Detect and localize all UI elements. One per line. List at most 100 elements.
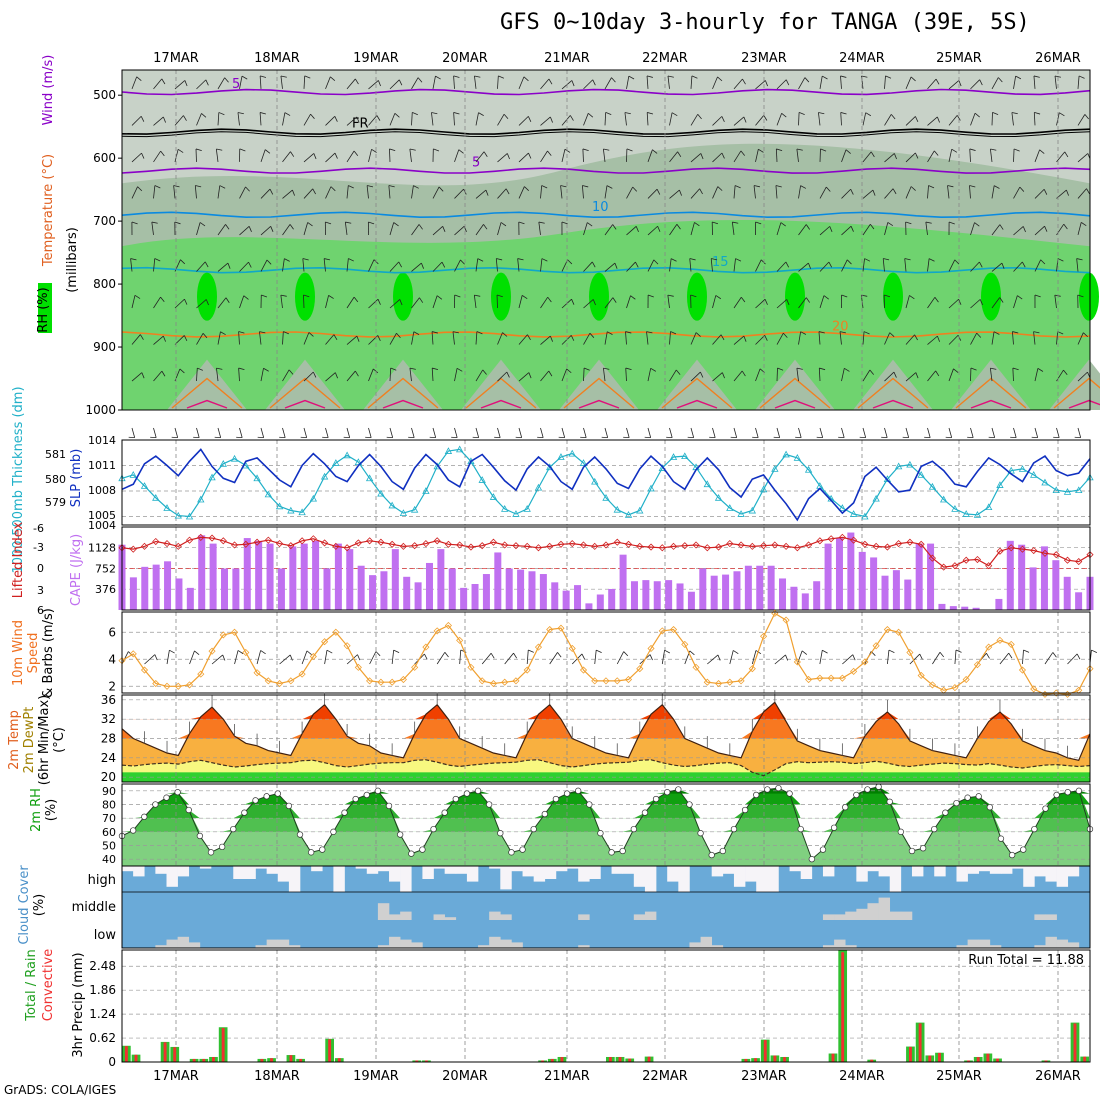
thickness-marker <box>332 459 340 466</box>
wind-barb <box>237 112 244 115</box>
cape-bar <box>1029 567 1037 610</box>
wind-barb <box>518 295 523 309</box>
wind-barb <box>201 113 207 118</box>
wind-barb <box>435 75 441 80</box>
wind-barb <box>174 149 179 163</box>
lifted-index-marker <box>1052 551 1060 559</box>
wind-barb <box>635 261 639 268</box>
wind-barb <box>970 79 980 90</box>
precip-tick-label: 1.24 <box>89 1007 116 1021</box>
wind-barb <box>840 75 847 78</box>
thickness-tick-label: 581 <box>45 448 66 461</box>
lifted-index-marker <box>377 538 385 546</box>
lifted-index-marker <box>973 555 982 564</box>
panel-label: 3hr Precip (mm) <box>71 952 86 1057</box>
wind-barb <box>475 224 484 236</box>
wind-barb <box>173 185 180 188</box>
lifted-index-marker <box>230 541 239 549</box>
wind-barb <box>735 258 742 262</box>
precip-bar-convective <box>541 1060 545 1062</box>
wind-barb <box>935 78 940 85</box>
precip-tick-label: 1.86 <box>89 983 116 997</box>
wind-barb <box>527 116 532 122</box>
rh-marker <box>141 813 148 820</box>
precip-bar-convective <box>763 1040 767 1062</box>
rh-moist-blob <box>393 272 413 321</box>
x-tick-label-bottom: 17MAR <box>153 1069 199 1084</box>
lifted-index-marker <box>985 562 993 570</box>
wind-barb <box>398 261 403 268</box>
wind-speed-marker <box>737 677 745 685</box>
cloud-bar-high <box>155 866 167 874</box>
precip-bar-convective <box>783 1057 787 1062</box>
precip-bar-convective <box>618 1057 622 1062</box>
rh-moist-blob <box>295 272 315 321</box>
wind-barb <box>777 367 784 371</box>
wind-barb <box>442 226 446 232</box>
isotherm-label: 20 <box>832 319 849 334</box>
wind-barb <box>1091 649 1098 653</box>
wind-barb <box>389 148 391 162</box>
cape-bar <box>380 571 388 610</box>
cloud-bar-low <box>1045 936 1057 948</box>
wind-barb <box>460 259 465 265</box>
wind-barb <box>411 77 419 90</box>
precip-bar-convective <box>928 1055 932 1062</box>
wind-barb <box>927 258 930 272</box>
warm-contour <box>563 377 635 409</box>
wind-speed-marker <box>309 652 317 661</box>
wind-barb <box>346 185 349 199</box>
wind-barb <box>822 649 828 654</box>
wind-speed-marker <box>883 625 891 634</box>
precip-bar-convective <box>260 1058 264 1062</box>
warm-contour <box>857 377 929 409</box>
wind-barb <box>670 331 677 335</box>
wind-barb <box>368 80 379 90</box>
cape-bar <box>630 581 638 610</box>
wind-barb <box>676 224 681 230</box>
slp-line <box>121 448 1091 522</box>
wind-barb <box>785 261 790 268</box>
wind-speed-marker <box>1018 666 1027 674</box>
cloud-bar-middle <box>400 911 412 920</box>
wind-barb <box>354 370 359 377</box>
x-tick-label-top: 24MAR <box>839 51 885 66</box>
wind-barb <box>131 295 136 309</box>
x-tick-label-top: 20MAR <box>442 51 488 66</box>
wind-barb <box>1017 295 1023 300</box>
wind-barb <box>905 116 916 126</box>
wind-barb <box>282 258 285 272</box>
lifted-index-marker <box>681 542 689 550</box>
wind-barb <box>475 427 480 438</box>
wind-barb <box>591 261 596 268</box>
wind-barb <box>841 149 847 163</box>
wind-barb <box>712 427 716 438</box>
wind-barb <box>140 334 144 340</box>
wind-barb <box>550 116 553 123</box>
wind-barb <box>153 185 156 199</box>
wind-barb <box>602 148 606 162</box>
wind-barb <box>325 372 336 382</box>
rh-marker <box>241 809 248 816</box>
wind-barb <box>346 370 356 382</box>
wind-speed-marker <box>264 677 272 685</box>
wind-barb <box>541 258 548 262</box>
rh-marker <box>586 801 593 808</box>
wind-barb <box>657 226 661 232</box>
wind-barb <box>560 185 563 199</box>
wind-barb <box>870 223 875 230</box>
wind-barb <box>864 258 871 262</box>
thickness-marker <box>444 447 453 454</box>
wind-barb <box>225 297 230 303</box>
warm-contour <box>171 377 243 409</box>
wind-barb <box>325 334 335 345</box>
wind-speed-marker <box>399 675 407 684</box>
wind-barb <box>796 148 803 151</box>
wind-barb <box>260 368 264 382</box>
cape-bar <box>448 568 456 610</box>
precip-tick-label: 0 <box>108 1055 116 1069</box>
lifted-index-marker <box>1041 549 1049 557</box>
rh-marker <box>230 825 237 833</box>
x-tick-label-bottom: 21MAR <box>544 1069 590 1084</box>
cape-bar <box>858 551 866 610</box>
